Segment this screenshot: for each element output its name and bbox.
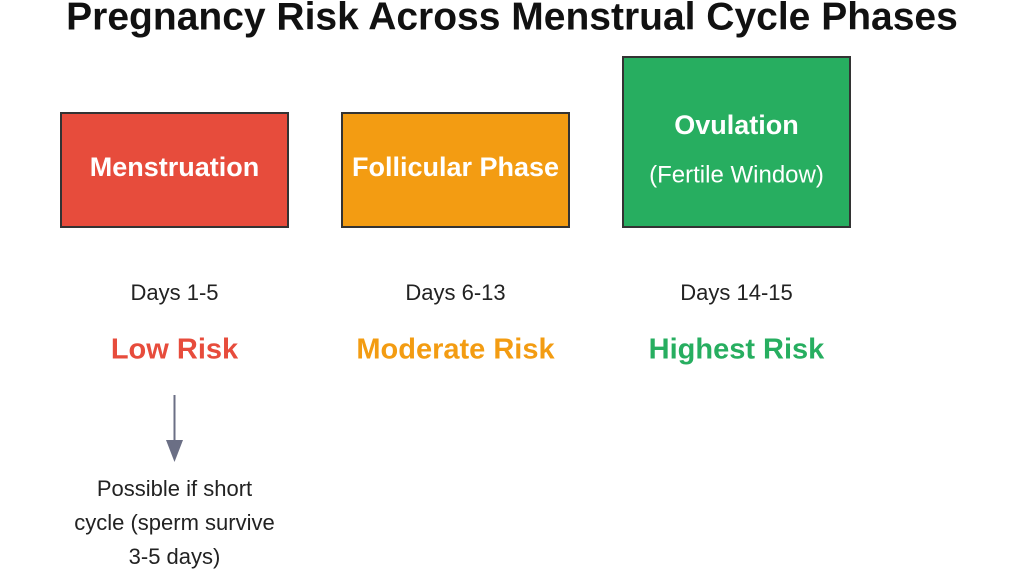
phase-risk: Highest Risk bbox=[649, 334, 826, 366]
note-line: Possible if short bbox=[97, 476, 252, 501]
note-line: cycle (sperm survive bbox=[74, 510, 274, 535]
phase-risk: Moderate Risk bbox=[356, 334, 555, 366]
phase-days: Days 6-13 bbox=[405, 280, 505, 305]
phase-box bbox=[60, 112, 289, 228]
title: Pregnancy Risk Across Menstrual Cycle Ph… bbox=[66, 0, 958, 38]
note-line: 3-5 days) bbox=[129, 544, 221, 569]
phase-days: Days 14-15 bbox=[680, 280, 793, 305]
phase-box bbox=[622, 56, 851, 228]
phase-sublabel: (Fertile Window) bbox=[649, 161, 824, 188]
phase-label: Menstruation bbox=[90, 152, 260, 182]
phase-box bbox=[341, 112, 570, 228]
arrow-head bbox=[166, 440, 183, 462]
phase-label: Follicular Phase bbox=[352, 152, 559, 182]
phase-risk: Low Risk bbox=[111, 334, 239, 366]
phase-label: Ovulation bbox=[674, 110, 799, 140]
phase-days: Days 1-5 bbox=[130, 280, 218, 305]
